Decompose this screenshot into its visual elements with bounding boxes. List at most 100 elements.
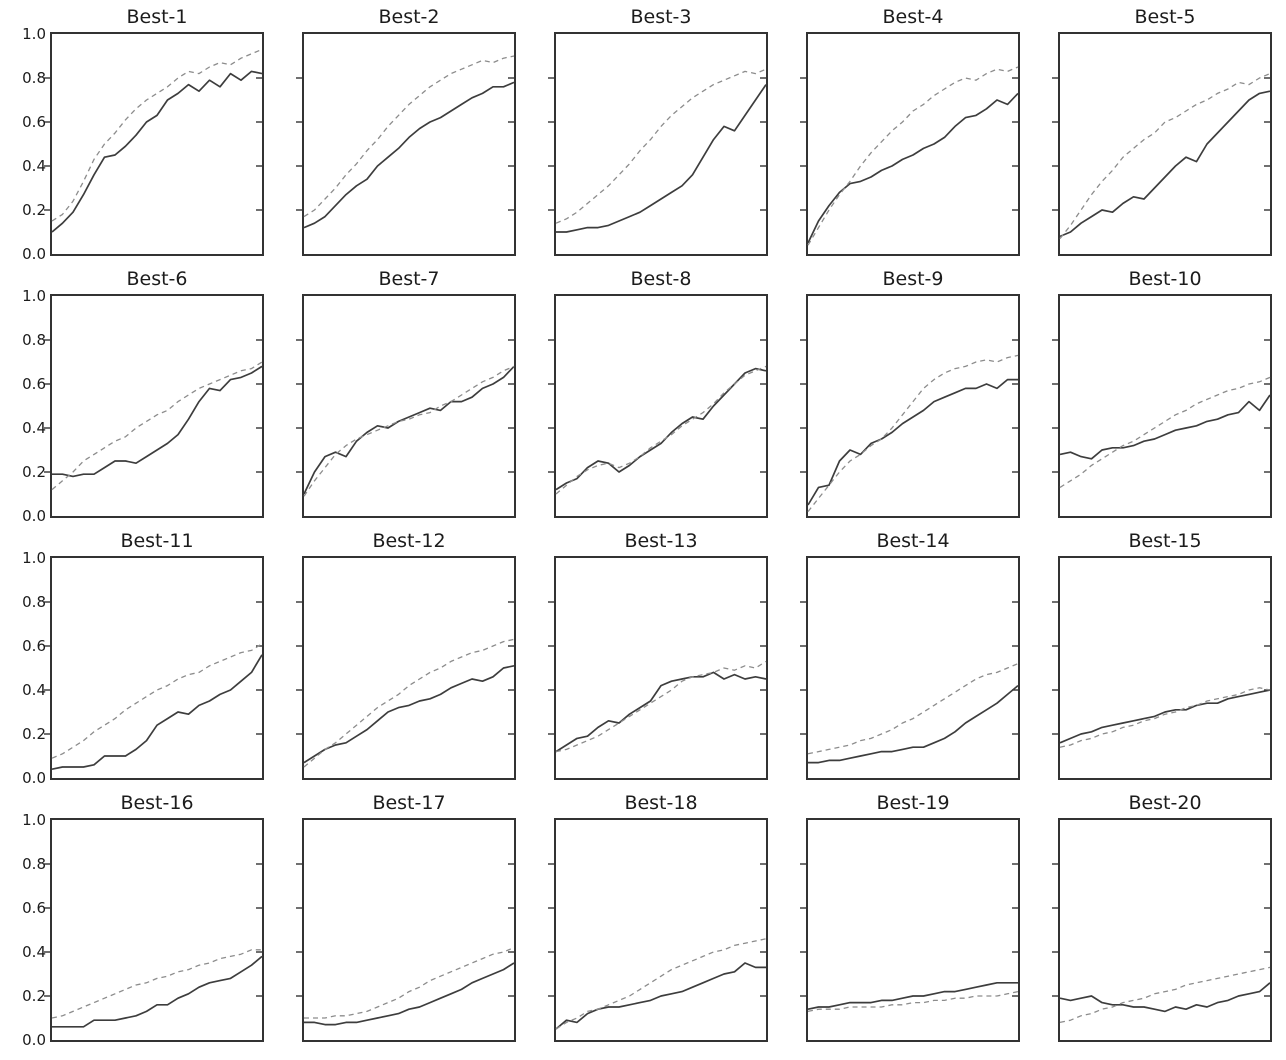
y-tick-label: 0.8 xyxy=(22,855,46,873)
solid-line xyxy=(1059,394,1271,460)
dashed-line xyxy=(303,365,515,497)
dashed-line xyxy=(1059,966,1271,1024)
y-tick-label: 0.4 xyxy=(22,681,46,699)
plot-area xyxy=(296,32,516,256)
solid-line xyxy=(555,671,767,753)
solid-line xyxy=(1059,689,1271,744)
solid-line xyxy=(555,367,767,491)
y-tick-label: 0.6 xyxy=(22,375,46,393)
subplot-title: Best-3 xyxy=(630,6,692,28)
solid-line xyxy=(303,365,515,495)
dashed-line xyxy=(1059,73,1271,240)
subplot-title: Best-4 xyxy=(882,6,944,28)
plot-area xyxy=(800,556,1020,780)
plot-area xyxy=(1052,818,1272,1042)
subplot-title: Best-6 xyxy=(126,268,188,290)
dashed-line xyxy=(555,660,767,753)
y-tick-label: 0.0 xyxy=(22,1031,46,1049)
dashed-line xyxy=(304,947,515,1019)
y-tick-label: 0.0 xyxy=(22,507,46,525)
y-tick-label: 0.8 xyxy=(22,69,46,87)
plot-area xyxy=(296,556,516,780)
solid-line xyxy=(808,684,1019,764)
solid-line xyxy=(52,365,263,478)
dashed-line xyxy=(51,949,262,1019)
plot-area xyxy=(1052,556,1272,780)
plot-area xyxy=(44,556,264,780)
y-tick-label: 0.0 xyxy=(22,245,46,263)
solid-line xyxy=(1059,90,1271,238)
subplot-title: Best-14 xyxy=(876,530,950,552)
dashed-line xyxy=(555,938,767,1030)
y-tick-label: 0.8 xyxy=(22,593,46,611)
subplot-title: Best-5 xyxy=(1134,6,1196,28)
solid-line xyxy=(304,962,515,1026)
y-tick-label: 0.6 xyxy=(22,113,46,131)
subplot-title: Best-8 xyxy=(630,268,692,290)
plot-area xyxy=(296,818,516,1042)
plot-area xyxy=(548,294,768,518)
y-tick-label: 1.0 xyxy=(22,25,46,43)
solid-line xyxy=(555,962,766,1030)
solid-line xyxy=(303,664,515,764)
y-tick-label: 0.2 xyxy=(22,725,46,743)
subplot-title: Best-1 xyxy=(126,6,188,28)
y-tick-label: 0.2 xyxy=(22,987,46,1005)
y-tick-label: 0.4 xyxy=(22,157,46,175)
subplot-title: Best-19 xyxy=(876,792,950,814)
y-tick-label: 0.6 xyxy=(22,899,46,917)
y-tick-label: 0.2 xyxy=(22,463,46,481)
plot-area xyxy=(1052,32,1272,256)
subplot-title: Best-10 xyxy=(1128,268,1202,290)
subplot-title: Best-2 xyxy=(378,6,440,28)
dashed-line xyxy=(807,354,1019,513)
subplot-title: Best-7 xyxy=(378,268,440,290)
plot-area xyxy=(44,32,264,256)
plot-area xyxy=(44,818,264,1042)
plot-area xyxy=(44,294,264,518)
y-tick-label: 0.0 xyxy=(22,769,46,787)
y-tick-label: 0.6 xyxy=(22,637,46,655)
dashed-line xyxy=(303,55,515,218)
solid-line xyxy=(807,378,1018,506)
solid-line xyxy=(556,84,767,233)
y-tick-label: 1.0 xyxy=(22,811,46,829)
solid-line xyxy=(51,654,263,771)
plot-area xyxy=(296,294,516,518)
subplot-title: Best-15 xyxy=(1128,530,1202,552)
y-tick-label: 0.2 xyxy=(22,201,46,219)
dashed-line xyxy=(303,638,515,768)
plot-area xyxy=(1052,294,1272,518)
y-tick-label: 0.4 xyxy=(22,943,46,961)
dashed-line xyxy=(807,66,1019,246)
solid-line xyxy=(807,92,1019,244)
plot-area xyxy=(548,818,768,1042)
subplot-title: Best-17 xyxy=(372,792,446,814)
solid-line xyxy=(1059,982,1271,1013)
dashed-line xyxy=(1059,376,1271,488)
plot-area xyxy=(548,32,768,256)
plot-area xyxy=(800,294,1020,518)
plot-area xyxy=(800,32,1020,256)
subplot-title: Best-9 xyxy=(882,268,944,290)
dashed-line xyxy=(1059,687,1271,748)
solid-line xyxy=(51,70,263,233)
subplot-title: Best-16 xyxy=(120,792,194,814)
dashed-line xyxy=(807,990,1019,1013)
dashed-line xyxy=(51,643,263,759)
subplot-title: Best-11 xyxy=(120,530,194,552)
y-tick-label: 0.8 xyxy=(22,331,46,349)
dashed-line xyxy=(555,68,767,224)
subplot-title: Best-18 xyxy=(624,792,698,814)
dashed-line xyxy=(51,361,263,491)
subplot-title: Best-13 xyxy=(624,530,698,552)
plot-area xyxy=(800,818,1020,1042)
subplot-title: Best-20 xyxy=(1128,792,1202,814)
solid-line xyxy=(807,981,1018,1011)
solid-line xyxy=(303,81,515,229)
y-tick-label: 1.0 xyxy=(22,287,46,305)
dashed-line xyxy=(807,663,1019,755)
y-tick-label: 0.4 xyxy=(22,419,46,437)
plot-area xyxy=(548,556,768,780)
